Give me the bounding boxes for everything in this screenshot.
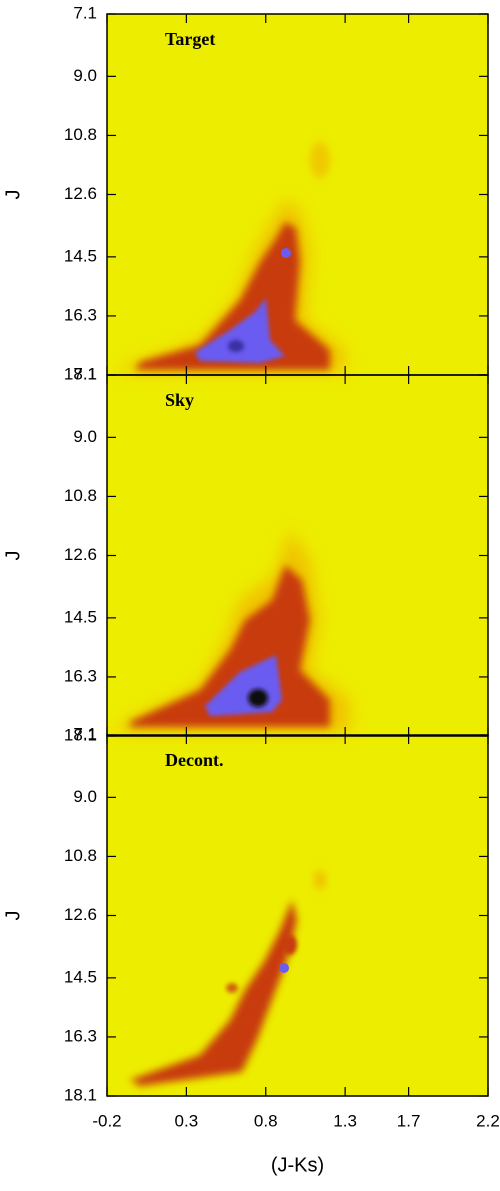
y-tick-label: 7.1 [73,364,97,383]
x-tick-label: 1.3 [333,1111,357,1130]
density-sky [115,530,350,732]
density-decont [130,870,326,1086]
y-tick-label: 12.6 [64,184,97,203]
y-tick-label: 14.5 [64,246,97,265]
y-tick-label: 18.1 [64,364,97,383]
y-tick-label: 9.0 [73,66,97,85]
y-tick-label: 14.5 [64,967,97,986]
x-axis-label: (J-Ks) [271,1154,324,1176]
y-tick-label: 12.6 [64,905,97,924]
y-tick-label: 9.0 [73,787,97,806]
x-tick-label: 0.8 [254,1111,278,1130]
y-tick-label: 16.3 [64,1026,97,1045]
density-target [120,142,345,372]
x-tick-label: 1.7 [397,1111,421,1130]
x-tick-label: -0.2 [92,1111,121,1130]
y-tick-label: 12.6 [64,545,97,564]
y-axis-label: J [2,551,24,561]
y-tick-label: 14.5 [64,607,97,626]
y-tick-label: 9.0 [73,427,97,446]
panel-title: Sky [165,390,194,410]
x-tick-label: 0.3 [175,1111,199,1130]
panel-title: Target [165,29,215,49]
y-tick-label: 16.3 [64,305,97,324]
y-tick-label: 18.1 [64,1085,97,1104]
y-tick-label: 7.1 [73,3,97,22]
x-tick-label: 2.2 [476,1111,500,1130]
panel-title: Decont. [165,750,223,770]
y-tick-label: 16.3 [64,666,97,685]
y-tick-label: 10.8 [64,125,97,144]
y-tick-label: 18.1 [64,725,97,744]
y-tick-label: 7.1 [73,724,97,743]
y-tick-label: 10.8 [64,846,97,865]
y-tick-label: 10.8 [64,486,97,505]
y-axis-label: J [2,190,24,200]
y-axis-label: J [2,911,24,921]
